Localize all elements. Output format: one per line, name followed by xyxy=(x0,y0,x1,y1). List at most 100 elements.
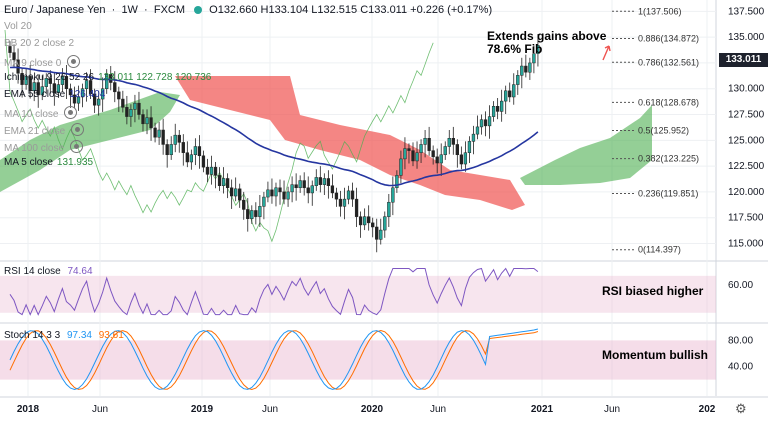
candle-body xyxy=(419,144,423,153)
candle-body xyxy=(431,150,435,158)
market-status-icon xyxy=(194,6,203,14)
candle-body xyxy=(121,98,125,108)
candle-body xyxy=(52,83,56,94)
candle-body xyxy=(97,98,101,106)
time-tick-label: Jun xyxy=(604,404,620,415)
candle-body xyxy=(44,78,48,87)
candle-body xyxy=(101,88,105,100)
candle-body xyxy=(32,82,36,92)
candle-body xyxy=(338,198,343,207)
legend-vol[interactable]: Vol 20 xyxy=(4,21,32,32)
candle-body xyxy=(358,216,363,226)
candle-body xyxy=(504,90,508,102)
time-tick-label: Jun xyxy=(430,404,446,415)
candle-body xyxy=(201,155,206,168)
stoch-tick-label: 40.00 xyxy=(728,362,753,373)
candle-body xyxy=(375,226,379,240)
candle-body xyxy=(435,156,439,164)
price-tick-label: 125.000 xyxy=(728,135,765,146)
time-tick-label: 2019 xyxy=(191,404,214,415)
settings-gear-icon[interactable]: ⚙ xyxy=(735,401,747,416)
interval-label[interactable]: 1W xyxy=(121,4,138,16)
time-tick-label: Jun xyxy=(92,404,108,415)
candle-body xyxy=(221,178,226,186)
fib-level-label: 0.5(125.952) xyxy=(638,125,689,135)
candle-body xyxy=(391,187,395,203)
legend-ma9[interactable]: MA 9 close 0 xyxy=(4,55,81,69)
candle-body xyxy=(294,184,298,189)
candle-body xyxy=(189,154,193,163)
candle-body xyxy=(524,65,528,73)
candle-body xyxy=(60,76,65,85)
candle-body xyxy=(64,76,69,89)
candle-body xyxy=(346,190,351,200)
candle-body xyxy=(451,138,455,145)
candle-body xyxy=(209,166,214,175)
candle-body xyxy=(8,46,12,53)
candle-body xyxy=(306,187,310,194)
candle-body xyxy=(516,75,520,85)
candle-body xyxy=(225,178,230,189)
candle-body xyxy=(387,201,391,217)
candle-body xyxy=(443,146,447,156)
stoch-legend[interactable]: Stoch 14 3 3 97.34 93.61 xyxy=(4,330,124,341)
candle-body xyxy=(266,189,270,198)
candle-body xyxy=(125,107,129,117)
stoch-annotation: Momentum bullish xyxy=(602,348,708,362)
legend-bb[interactable]: BB 20 2 close 2 xyxy=(4,38,75,49)
candle-body xyxy=(230,187,234,197)
candle-body xyxy=(254,210,258,217)
candle-body xyxy=(20,73,24,85)
price-tick-label: 127.500 xyxy=(728,110,765,121)
rsi-tick-label: 60.00 xyxy=(728,280,753,291)
candle-body xyxy=(169,144,173,156)
candle-body xyxy=(415,152,419,162)
candle-body xyxy=(258,206,262,217)
price-tick-label: 120.000 xyxy=(728,187,765,198)
visibility-eye-icon[interactable] xyxy=(67,55,81,68)
candle-body xyxy=(310,185,314,194)
candle-body xyxy=(302,180,306,189)
chart-header: Euro / Japanese Yen · 1W · FXCM O132.660… xyxy=(4,4,493,16)
legend-ma100[interactable]: MA 100 close xyxy=(4,140,84,154)
candle-body xyxy=(181,142,185,153)
source-label: FXCM xyxy=(153,4,186,16)
candle-body xyxy=(407,148,411,151)
candle-body xyxy=(262,196,266,207)
candle-body xyxy=(217,175,222,186)
candle-body xyxy=(109,74,113,83)
legend-ema21[interactable]: EMA 21 close xyxy=(4,123,85,137)
candle-body xyxy=(213,166,218,176)
candle-body xyxy=(84,80,89,89)
symbol-title[interactable]: Euro / Japanese Yen xyxy=(4,4,106,16)
price-tick-label: 137.500 xyxy=(728,6,765,17)
candle-body xyxy=(80,88,85,98)
candle-body xyxy=(439,154,443,164)
candle-body xyxy=(334,192,339,200)
ichimoku-cloud-bull-late xyxy=(520,105,652,185)
time-tick-label: Jun xyxy=(262,404,278,415)
candle-body xyxy=(149,117,153,129)
candle-body xyxy=(185,152,189,163)
legend-ma5[interactable]: MA 5 close 131.935 xyxy=(4,157,94,168)
legend-ma10[interactable]: MA 10 close xyxy=(4,106,78,120)
candle-body xyxy=(455,144,459,156)
visibility-eye-icon[interactable] xyxy=(71,123,85,136)
visibility-eye-icon[interactable] xyxy=(64,106,78,119)
visibility-eye-icon[interactable] xyxy=(70,140,84,153)
candle-body xyxy=(250,210,254,219)
candle-body xyxy=(161,129,165,145)
legend-ichimoku[interactable]: Ichimoku 9 26 52 26 133.011 122.728 120.7… xyxy=(4,72,212,83)
rsi-pane xyxy=(0,262,716,322)
candle-body xyxy=(56,84,61,94)
ema55-line xyxy=(9,66,539,187)
legend-ema55[interactable]: EMA 55 close 126.404 xyxy=(4,89,106,100)
rsi-legend[interactable]: RSI 14 close 74.64 xyxy=(4,266,93,277)
candle-body xyxy=(399,158,403,176)
candle-body xyxy=(133,102,137,110)
candle-body xyxy=(129,109,133,117)
stoch-pane xyxy=(0,324,716,396)
candle-body xyxy=(205,166,210,175)
